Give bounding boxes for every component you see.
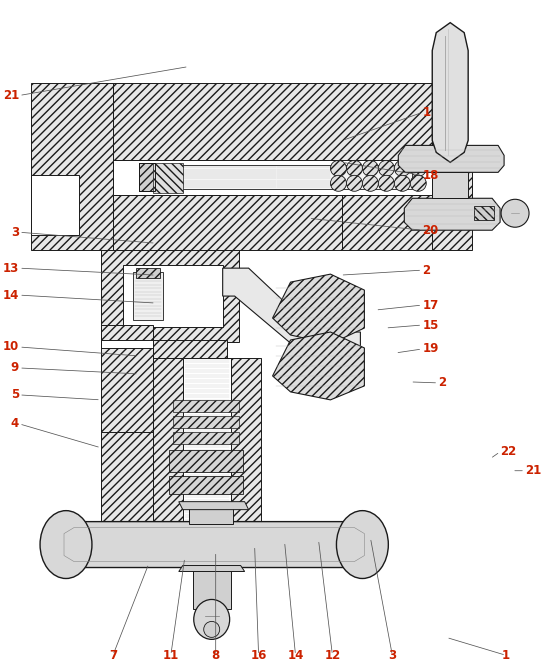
Ellipse shape (347, 175, 363, 191)
Text: 17: 17 (422, 299, 438, 311)
Ellipse shape (337, 511, 389, 578)
Bar (153, 340, 227, 358)
Polygon shape (179, 566, 245, 572)
Ellipse shape (347, 160, 363, 176)
Text: 5: 5 (11, 389, 19, 401)
Ellipse shape (410, 175, 426, 191)
Bar (101, 250, 238, 342)
Bar (101, 340, 153, 348)
Bar (189, 508, 232, 523)
Bar (123, 265, 222, 327)
Ellipse shape (363, 175, 378, 191)
Bar (183, 358, 231, 533)
Bar (474, 206, 494, 220)
Ellipse shape (394, 160, 410, 176)
Text: 21: 21 (525, 464, 542, 477)
Bar (113, 160, 432, 195)
Text: 18: 18 (422, 169, 439, 182)
Polygon shape (56, 521, 373, 568)
Bar (139, 163, 155, 191)
Bar (193, 570, 231, 609)
Text: 19: 19 (422, 342, 439, 356)
Polygon shape (399, 146, 504, 172)
Text: 10: 10 (3, 340, 19, 354)
Ellipse shape (410, 160, 426, 176)
Text: 22: 22 (500, 446, 516, 458)
Text: 3: 3 (388, 649, 396, 662)
Bar (101, 432, 153, 521)
Ellipse shape (204, 621, 220, 637)
Bar (113, 195, 342, 250)
Bar (342, 195, 432, 250)
Text: 3: 3 (11, 225, 19, 239)
Bar (139, 163, 155, 191)
Text: 2: 2 (422, 264, 431, 276)
Text: 14: 14 (3, 289, 19, 301)
Ellipse shape (363, 160, 378, 176)
Bar (153, 358, 261, 533)
Text: 8: 8 (211, 649, 220, 662)
Ellipse shape (331, 175, 347, 191)
Ellipse shape (194, 599, 230, 639)
Polygon shape (432, 23, 468, 162)
Text: 2: 2 (438, 376, 447, 389)
Text: 12: 12 (325, 649, 341, 662)
Bar (153, 165, 412, 189)
Bar (169, 450, 243, 472)
Bar (432, 160, 472, 250)
Bar (31, 175, 79, 236)
Text: 1: 1 (502, 649, 510, 662)
Bar (153, 163, 183, 193)
Bar (136, 268, 160, 278)
Text: 15: 15 (422, 319, 439, 331)
Bar (163, 548, 251, 562)
Polygon shape (404, 199, 500, 230)
Text: 1: 1 (422, 106, 431, 119)
Ellipse shape (40, 511, 92, 578)
Ellipse shape (378, 160, 394, 176)
Bar (432, 172, 468, 199)
Ellipse shape (331, 160, 347, 176)
Text: 14: 14 (288, 649, 304, 662)
Text: 11: 11 (163, 649, 179, 662)
Polygon shape (101, 340, 153, 432)
Bar (101, 325, 153, 343)
Polygon shape (222, 268, 360, 360)
Bar (173, 400, 238, 412)
Text: 21: 21 (3, 89, 19, 102)
Text: 7: 7 (109, 649, 117, 662)
Ellipse shape (378, 175, 394, 191)
Bar (113, 83, 432, 160)
Text: 13: 13 (3, 262, 19, 274)
Text: 9: 9 (11, 362, 19, 374)
Ellipse shape (501, 199, 529, 227)
Ellipse shape (394, 175, 410, 191)
Polygon shape (179, 502, 248, 510)
Polygon shape (273, 332, 364, 400)
Bar (173, 432, 238, 444)
Text: 20: 20 (422, 223, 438, 237)
Bar (169, 476, 243, 494)
Bar (173, 416, 238, 428)
Polygon shape (273, 274, 364, 344)
Bar (133, 272, 163, 320)
Bar (31, 83, 113, 250)
Text: 16: 16 (251, 649, 267, 662)
Text: 4: 4 (11, 417, 19, 430)
Bar (153, 529, 261, 548)
